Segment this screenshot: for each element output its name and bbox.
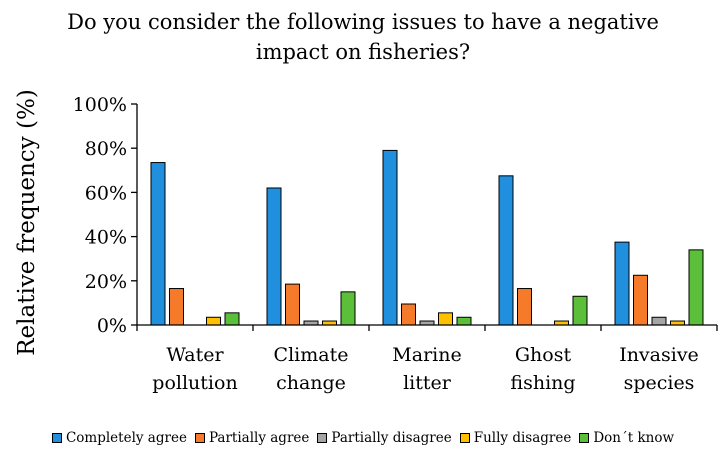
x-tick-label: change [276,372,346,394]
legend-swatch [51,433,62,443]
bar [285,283,300,326]
legend-label: Fully disagree [473,430,572,446]
bar-chart: 0% 20% 40% 60% 80% 100% Relative frequency (%)… [14,89,718,394]
x-tick-label: fishing [510,372,575,394]
bar [340,291,356,326]
chart-title-line-2: impact on fisheries? [255,40,471,64]
bar [266,187,282,326]
y-tick-label: 80% [85,138,127,160]
bar [688,249,704,326]
bar [633,274,648,326]
chart-title-line-1: Do you consider the following issues to … [67,10,659,34]
x-tick-label: Ghost [515,344,572,366]
bar [224,312,240,326]
legend-item: Partially agree [194,429,310,447]
x-tick-label: Invasive [619,344,699,366]
bar [150,162,166,326]
bar [206,316,221,326]
legend-item: Completely agree [51,429,187,447]
legend-label: Partially disagree [331,430,452,446]
bar [438,312,453,326]
legend-label: Completely agree [65,430,187,446]
legend-swatch [194,433,205,443]
bar [169,288,184,326]
legend-swatch [317,433,328,443]
legend-item: Don´t know [579,429,674,447]
bar [382,149,398,326]
y-axis-title: Relative frequency (%) [14,89,40,356]
y-tick-label: 0% [97,315,127,337]
legend-swatch [579,433,590,443]
bar [517,288,532,326]
x-tick-label: species [624,372,695,394]
legend-label: Partially agree [208,430,310,446]
bar [614,241,630,326]
y-tick-label: 60% [85,182,127,204]
y-tick-label: 40% [85,227,127,249]
bar [498,175,514,326]
x-tick-label: Climate [274,344,349,366]
legend-item: Fully disagree [459,429,572,447]
x-tick-label: litter [403,372,452,394]
y-tick-label: 100% [73,94,127,116]
legend: Completely agree Partially agree Partially… [0,429,726,447]
y-tick-label: 20% [85,271,127,293]
legend-item: Partially disagree [317,429,452,447]
x-tick-label: Water [166,344,224,366]
x-tick-label: pollution [152,372,237,394]
bar [572,295,588,326]
bar [456,316,472,326]
bar [651,316,667,326]
legend-swatch [459,433,470,443]
legend-label: Don´t know [593,430,675,446]
x-tick-label: Marine [392,344,461,366]
bar [401,303,416,326]
